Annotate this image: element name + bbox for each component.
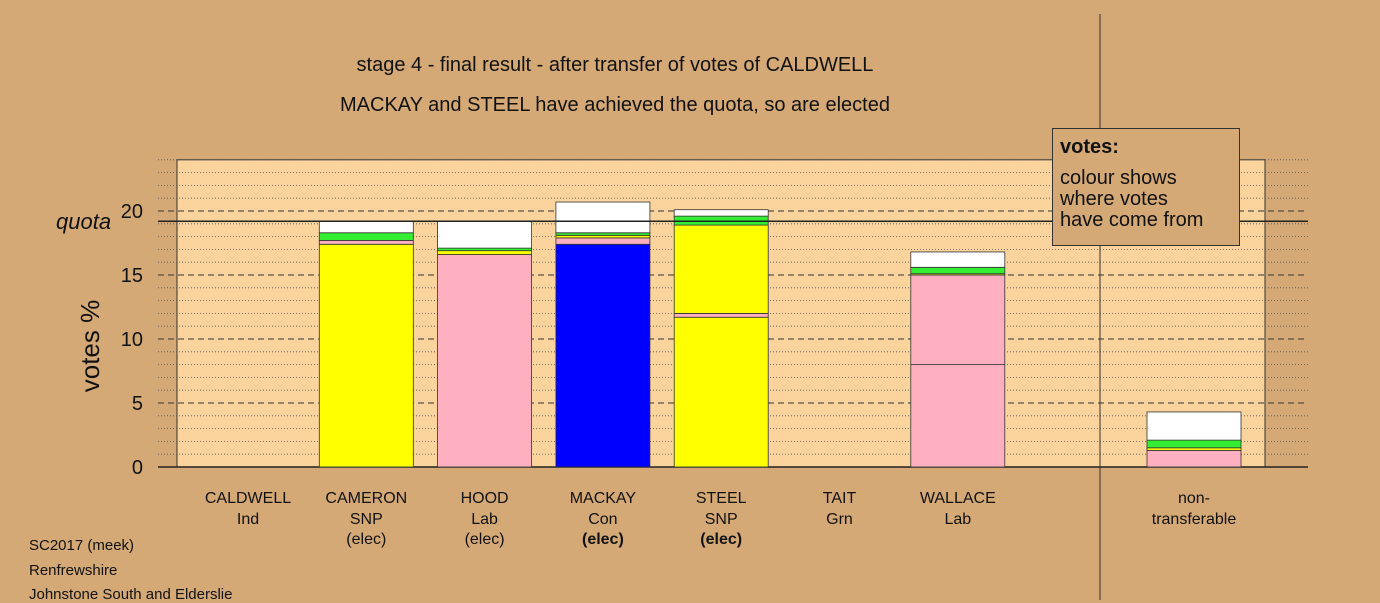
category-label-mackay-line: MACKAY [569, 490, 637, 507]
legend: votes: colour shows where votes have com… [1052, 128, 1240, 246]
bar-hood-segment [437, 220, 533, 249]
footer-ward: Johnstone South and Elderslie [29, 586, 233, 603]
chart-subtitle: MACKAY and STEEL have achieved the quota… [340, 94, 890, 116]
category-label-tait-line: TAIT [822, 490, 857, 507]
y-tick-label: 10 [121, 329, 143, 351]
bar-non-transferable-segment [1146, 449, 1242, 468]
bar-mackay-segment [555, 237, 651, 245]
category-label-tait: TAIT Grn [770, 489, 910, 530]
category-label-cameron-line: (elec) [346, 531, 387, 548]
legend-line: where votes [1060, 188, 1168, 210]
legend-line: have come from [1060, 209, 1204, 231]
category-label-steel-line: (elec) [700, 531, 743, 548]
category-label-caldwell-line: CALDWELL [204, 490, 292, 507]
footer-election: SC2017 (meek) [29, 537, 135, 554]
bar-cameron-segment [318, 243, 414, 468]
bar-cameron-segment [318, 220, 414, 234]
category-label-cameron-line: CAMERON [325, 490, 408, 507]
category-label-wallace: WALLACE Lab [888, 489, 1028, 530]
bar-wallace-segment [910, 364, 1006, 468]
bar-non-transferable-segment [1146, 439, 1242, 449]
bar-wallace-segment [910, 274, 1006, 365]
bar-hood-segment [437, 254, 533, 468]
footer-council: Renfrewshire [29, 562, 118, 579]
category-label-mackay-line: Con [588, 510, 618, 528]
category-label-mackay-line: (elec) [581, 531, 624, 548]
category-label-steel: STEEL SNP (elec) [651, 489, 791, 551]
bar-steel-segment [673, 312, 769, 318]
legend-title: votes: [1060, 136, 1119, 158]
category-label-hood: HOOD Lab (elec) [415, 489, 555, 551]
category-label-wallace-line: WALLACE [919, 490, 996, 507]
bar-cameron-segment [318, 232, 414, 241]
bar-steel-segment [673, 209, 769, 217]
bar-hood-segment [437, 250, 533, 255]
category-label-hood-line: (elec) [464, 531, 505, 548]
chart-title: stage 4 - final result - after transfer … [356, 54, 874, 76]
bar-steel-segment [673, 316, 769, 468]
bar-cameron-segment [318, 240, 414, 245]
category-label-steel-line: STEEL [695, 490, 747, 507]
category-label-tait-line: Grn [826, 510, 853, 528]
quota-label: quota [56, 209, 111, 234]
category-label-non-transferable-line: non- [1177, 490, 1211, 507]
y-tick-label: 15 [121, 265, 143, 287]
category-label-caldwell-line: Ind [236, 510, 260, 528]
category-label-mackay: MACKAY Con (elec) [533, 489, 673, 551]
category-label-steel-line: SNP [704, 510, 738, 528]
y-axis-label: votes % [75, 300, 105, 393]
category-label-cameron-line: SNP [349, 510, 383, 528]
bar-non-transferable-segment [1146, 411, 1242, 441]
bar-wallace-segment [910, 251, 1006, 268]
category-label-non-transferable-line: transferable [1151, 510, 1237, 528]
category-label-hood-line: Lab [471, 510, 498, 528]
category-label-caldwell: CALDWELL Ind [178, 489, 318, 530]
category-label-non-transferable: non-transferable [1124, 489, 1264, 530]
y-tick-label: 5 [132, 393, 143, 415]
bar-wallace-segment [910, 266, 1006, 275]
bar-steel-segment [673, 224, 769, 314]
y-tick-label: 20 [121, 201, 143, 223]
category-label-hood-line: HOOD [460, 490, 509, 507]
y-tick-label: 0 [132, 457, 143, 479]
category-label-cameron: CAMERON SNP (elec) [296, 489, 436, 551]
legend-line: colour shows [1060, 167, 1177, 189]
bar-mackay-segment [555, 243, 651, 468]
category-label-wallace-line: Lab [944, 510, 972, 528]
bar-mackay-segment [555, 201, 651, 234]
